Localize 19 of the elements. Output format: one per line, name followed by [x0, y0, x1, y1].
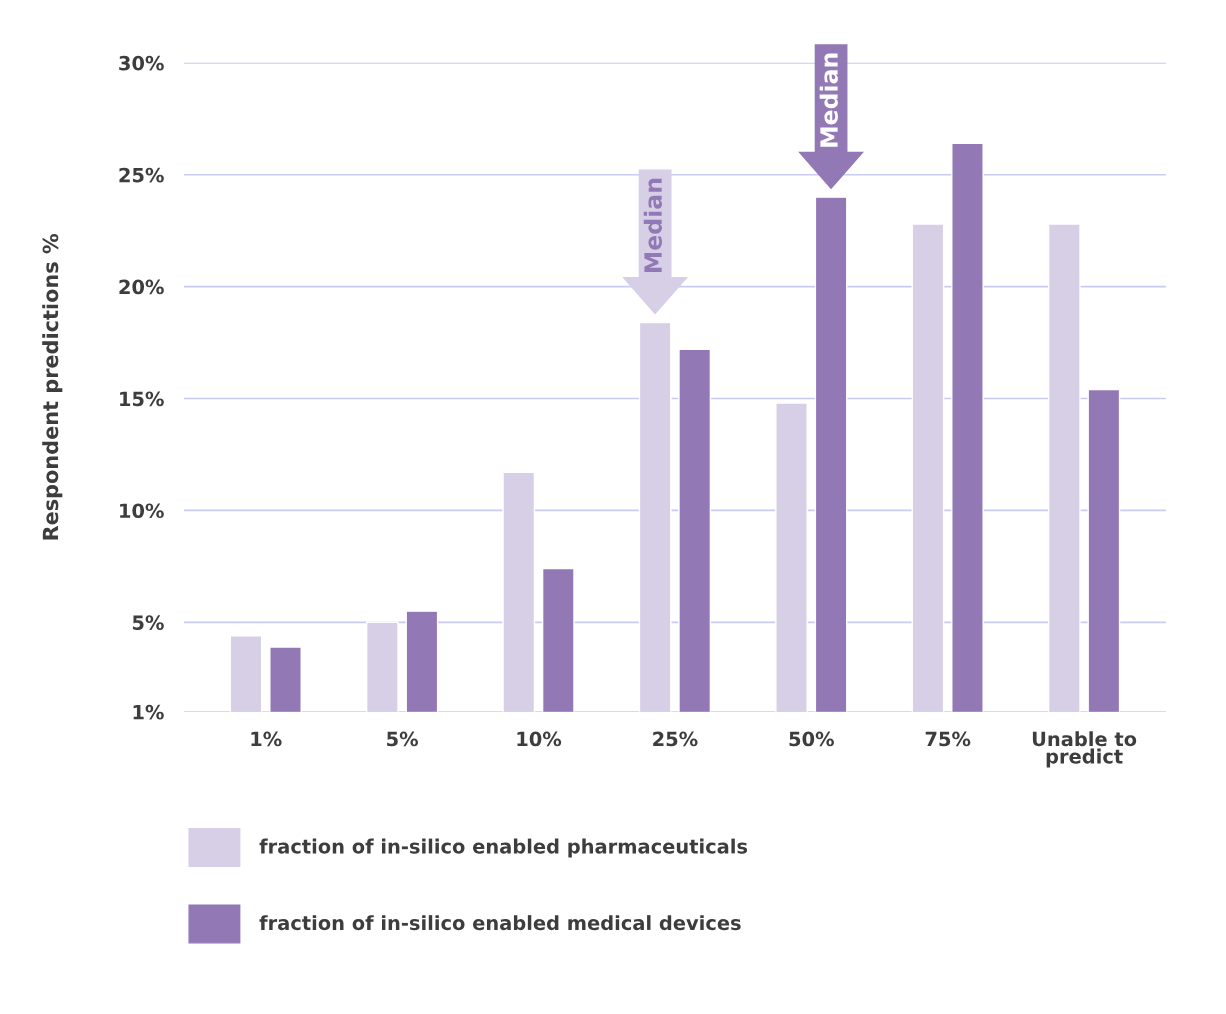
y-tick-label: 15% — [120, 391, 164, 407]
y-axis-title: Respondent predictions % — [42, 233, 63, 540]
x-tick-label: 1% — [251, 731, 282, 747]
x-tick-label: 25% — [653, 731, 698, 747]
annotation: Median — [819, 53, 838, 147]
y-tick-label: 30% — [119, 55, 164, 71]
legend-label: fraction of in-silico enabled pharmaceuticals — [259, 838, 748, 858]
y-tick-label: 1% — [133, 704, 164, 720]
y-tick-label: 10% — [120, 503, 164, 519]
y-tick-label: 20% — [119, 279, 164, 295]
x-tick-label: 50% — [789, 731, 834, 747]
x-tick-label: 5% — [387, 731, 419, 747]
y-tick-label: 25% — [119, 167, 164, 183]
legend-label: fraction of in-silico enabled medical devices — [259, 915, 741, 931]
annotation: Median — [643, 178, 662, 273]
x-tick-label: 10% — [517, 731, 562, 747]
y-tick-label: 5% — [132, 615, 164, 630]
x-tick-label: Unable to predict — [1032, 731, 1137, 768]
x-tick-label: 75% — [925, 731, 971, 747]
